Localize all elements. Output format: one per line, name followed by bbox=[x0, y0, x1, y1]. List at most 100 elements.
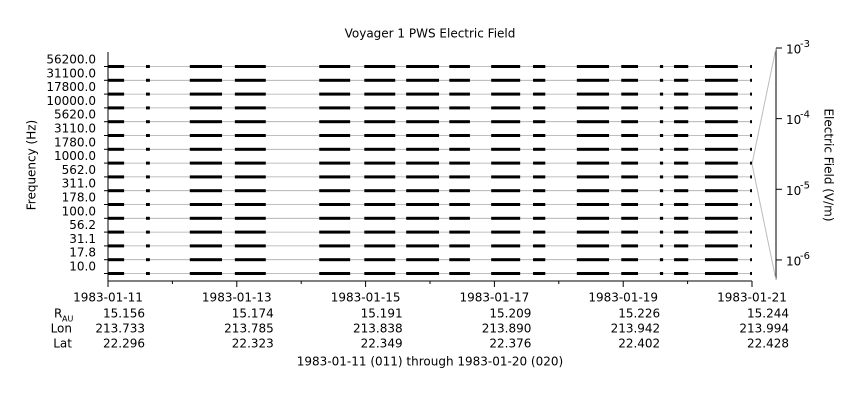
data-segment bbox=[108, 258, 125, 262]
data-segment bbox=[533, 189, 546, 193]
data-segment bbox=[108, 65, 125, 68]
data-segment bbox=[533, 244, 546, 248]
y-tick-label: 5620.0 bbox=[54, 108, 96, 122]
data-segment bbox=[750, 78, 752, 82]
data-segment bbox=[674, 244, 689, 248]
data-segment bbox=[491, 161, 521, 165]
data-segment bbox=[319, 106, 351, 110]
data-segment bbox=[491, 120, 521, 124]
y2-tick-exponent: -5 bbox=[800, 180, 810, 191]
data-segment bbox=[234, 230, 266, 234]
data-segment bbox=[674, 65, 689, 68]
data-segment bbox=[145, 272, 150, 275]
x-tick-label: 1983-01-19 bbox=[588, 291, 658, 305]
data-segment bbox=[621, 161, 639, 165]
data-segment bbox=[750, 189, 752, 193]
data-segment bbox=[621, 78, 639, 82]
y-tick-label: 17.8 bbox=[69, 246, 96, 260]
data-segment bbox=[621, 147, 639, 151]
data-segment bbox=[750, 203, 752, 206]
data-segment bbox=[674, 230, 689, 234]
data-segment bbox=[145, 230, 150, 234]
data-segment bbox=[189, 272, 222, 275]
y-tick-label: 562.0 bbox=[62, 163, 96, 177]
data-segment bbox=[364, 244, 396, 248]
data-segment bbox=[234, 189, 266, 193]
data-segment bbox=[406, 230, 440, 234]
x-tick-label: 1983-01-11 bbox=[73, 291, 143, 305]
data-segment bbox=[750, 272, 752, 275]
data-segment bbox=[659, 189, 664, 193]
data-segment bbox=[659, 272, 664, 275]
data-segment bbox=[189, 175, 222, 179]
y-tick-label: 311.0 bbox=[62, 177, 96, 191]
data-segment bbox=[108, 272, 125, 275]
data-segment bbox=[189, 106, 222, 110]
y-tick-label: 56.2 bbox=[69, 218, 96, 232]
data-segment bbox=[234, 161, 266, 165]
data-segment bbox=[145, 216, 150, 220]
data-segment bbox=[319, 161, 351, 165]
data-segment bbox=[533, 258, 546, 262]
data-segment bbox=[364, 258, 396, 262]
data-segment bbox=[704, 189, 738, 193]
data-segment bbox=[364, 106, 396, 110]
row-label: R bbox=[54, 307, 62, 321]
data-segment bbox=[319, 65, 351, 68]
ephemeris-value: 213.942 bbox=[611, 322, 661, 336]
data-segment bbox=[750, 92, 752, 96]
data-segment bbox=[491, 134, 521, 137]
data-segment bbox=[449, 134, 470, 137]
data-segment bbox=[704, 244, 738, 248]
data-segment bbox=[674, 134, 689, 137]
data-segment bbox=[108, 244, 125, 248]
data-segment bbox=[364, 203, 396, 206]
data-segment bbox=[145, 134, 150, 137]
data-segment bbox=[674, 78, 689, 82]
data-segment bbox=[364, 189, 396, 193]
data-segment bbox=[621, 175, 639, 179]
data-segment bbox=[319, 258, 351, 262]
ephemeris-value: 15.191 bbox=[361, 307, 403, 321]
data-segment bbox=[108, 134, 125, 137]
data-segment bbox=[234, 147, 266, 151]
data-segment bbox=[319, 175, 351, 179]
data-segment bbox=[234, 216, 266, 220]
data-segment bbox=[491, 92, 521, 96]
data-segment bbox=[491, 189, 521, 193]
data-segment bbox=[319, 244, 351, 248]
data-segment bbox=[364, 272, 396, 275]
y2-tick-label: 10 bbox=[786, 254, 801, 268]
data-segment bbox=[145, 189, 150, 193]
data-segment bbox=[145, 65, 150, 68]
data-segment bbox=[704, 203, 738, 206]
data-segment bbox=[364, 230, 396, 234]
data-segment bbox=[364, 120, 396, 124]
data-segment bbox=[108, 230, 125, 234]
data-segment bbox=[449, 120, 470, 124]
data-segment bbox=[750, 65, 752, 68]
data-segment bbox=[621, 258, 639, 262]
connector bbox=[751, 163, 777, 281]
data-segment bbox=[659, 203, 664, 206]
data-segment bbox=[621, 203, 639, 206]
y-tick-label: 1780.0 bbox=[54, 135, 96, 149]
data-segment bbox=[406, 120, 440, 124]
y-axis-label: Frequency (Hz) bbox=[25, 120, 39, 211]
data-segment bbox=[406, 258, 440, 262]
data-segment bbox=[189, 78, 222, 82]
data-segment bbox=[750, 106, 752, 110]
y2-tick-exponent: -4 bbox=[800, 110, 810, 121]
data-segment bbox=[108, 203, 125, 206]
data-segment bbox=[659, 216, 664, 220]
data-segment bbox=[449, 230, 470, 234]
data-segment bbox=[491, 147, 521, 151]
data-segment bbox=[533, 230, 546, 234]
data-segment bbox=[406, 272, 440, 275]
ephemeris-value: 15.209 bbox=[489, 307, 531, 321]
data-segment bbox=[189, 230, 222, 234]
data-segment bbox=[491, 258, 521, 262]
data-segment bbox=[364, 78, 396, 82]
data-segment bbox=[364, 161, 396, 165]
data-segment bbox=[704, 258, 738, 262]
